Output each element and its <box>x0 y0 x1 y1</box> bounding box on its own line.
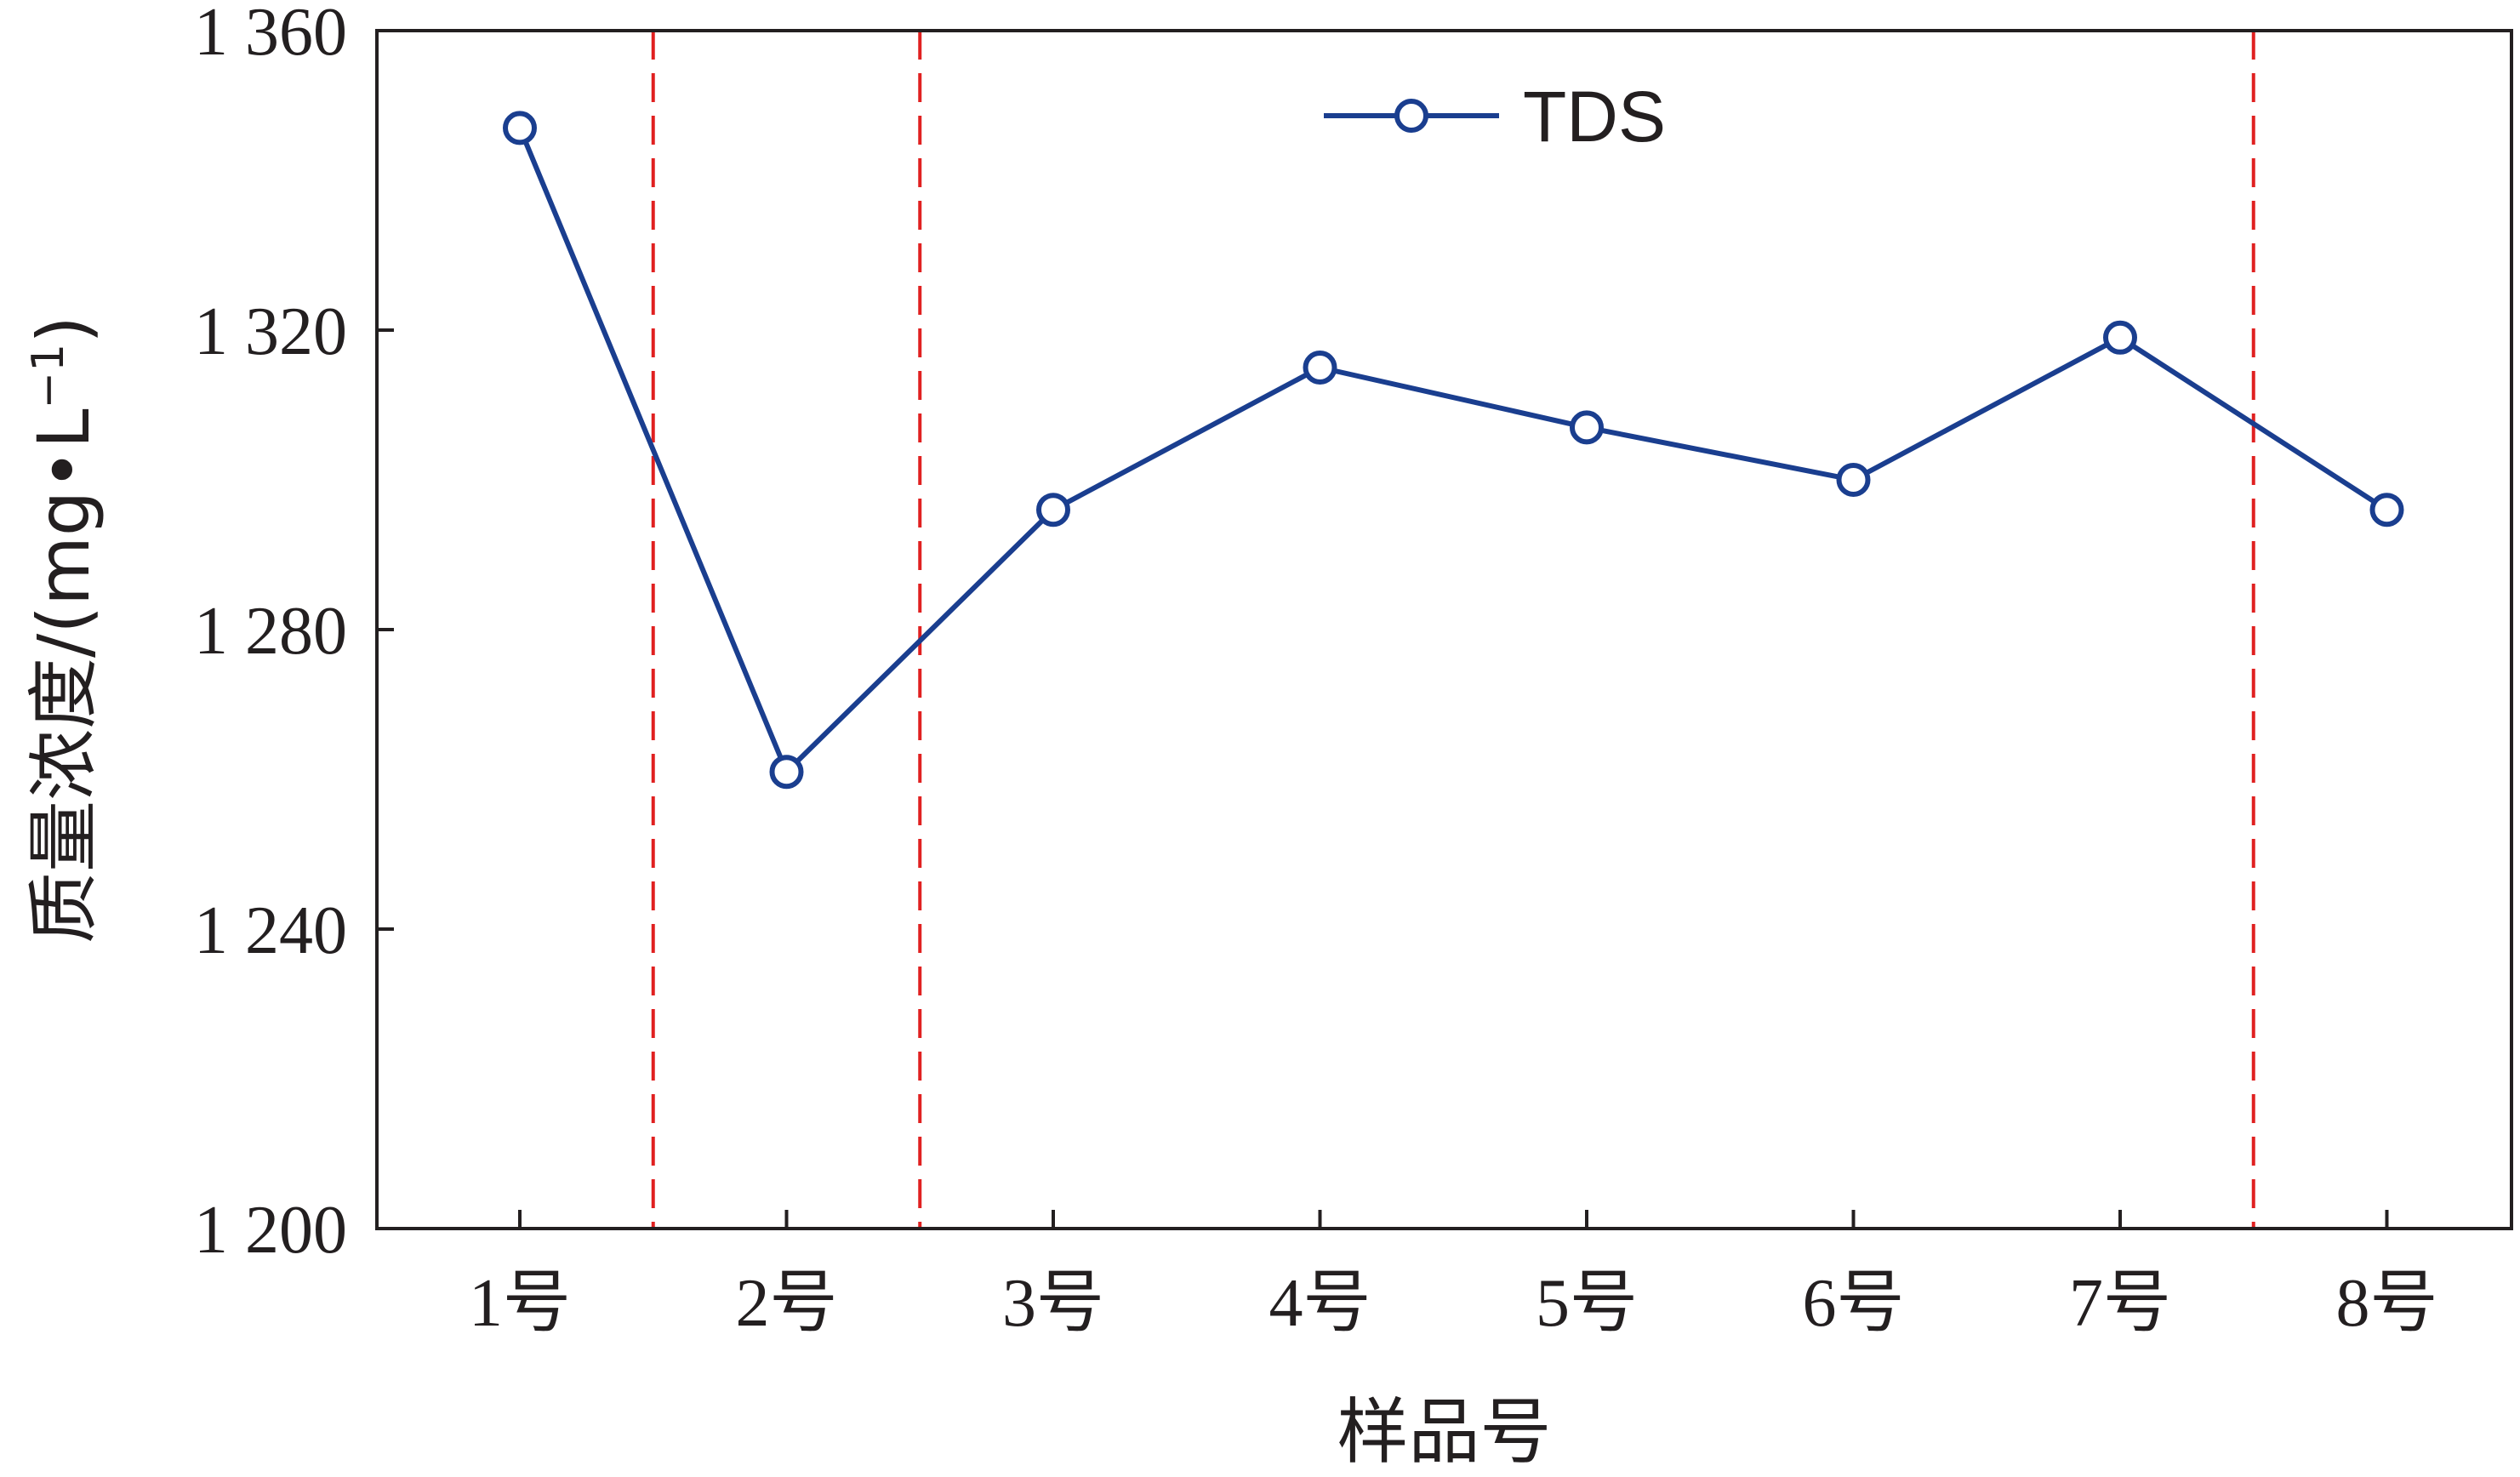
data-point <box>1570 410 1604 445</box>
data-point <box>503 111 537 145</box>
x-tick-label: 8号 <box>2336 1266 2438 1341</box>
region-dividers <box>651 31 2255 1229</box>
plot-frame <box>375 29 2513 1230</box>
data-point <box>1836 463 1871 497</box>
data-point <box>1036 493 1070 528</box>
y-tick-label: 1 280 <box>194 594 347 669</box>
y-axis-title-superscript: −1 <box>23 344 74 409</box>
y-axis-title-close: ) <box>22 316 105 344</box>
y-tick-label: 1 240 <box>194 893 347 968</box>
y-axis-title: 质量浓度/(mg•L−1) <box>22 316 105 944</box>
y-tick-label: 1 200 <box>194 1193 347 1268</box>
data-point <box>2103 320 2137 355</box>
y-axis-ticks: 1 200 1 240 1 280 1 320 1 360 <box>194 0 394 1268</box>
series-tds <box>503 111 2404 790</box>
x-tick-label: 3号 <box>1002 1266 1104 1341</box>
data-point <box>1303 351 1337 385</box>
y-axis-title-main: 质量浓度/(mg•L <box>22 408 105 944</box>
x-tick-label: 4号 <box>1269 1266 1371 1341</box>
x-tick-label: 7号 <box>2069 1266 2171 1341</box>
x-axis-ticks: 1号 2号 3号 4号 5号 6号 7号 8号 <box>469 1210 2438 1341</box>
x-tick-label: 2号 <box>736 1266 838 1341</box>
x-axis-title: 样品号 <box>1337 1390 1551 1474</box>
x-tick-label: 1号 <box>469 1266 571 1341</box>
y-tick-label: 1 360 <box>194 0 347 70</box>
y-tick-label: 1 320 <box>194 294 347 369</box>
legend: TDS <box>1324 77 1666 157</box>
data-point <box>2369 493 2404 528</box>
x-tick-label: 6号 <box>1803 1266 1905 1341</box>
x-tick-label: 5号 <box>1536 1266 1638 1341</box>
data-point <box>769 755 804 790</box>
series-line <box>517 127 2389 775</box>
legend-label-tds: TDS <box>1523 77 1666 157</box>
legend-marker-tds <box>1394 99 1428 133</box>
